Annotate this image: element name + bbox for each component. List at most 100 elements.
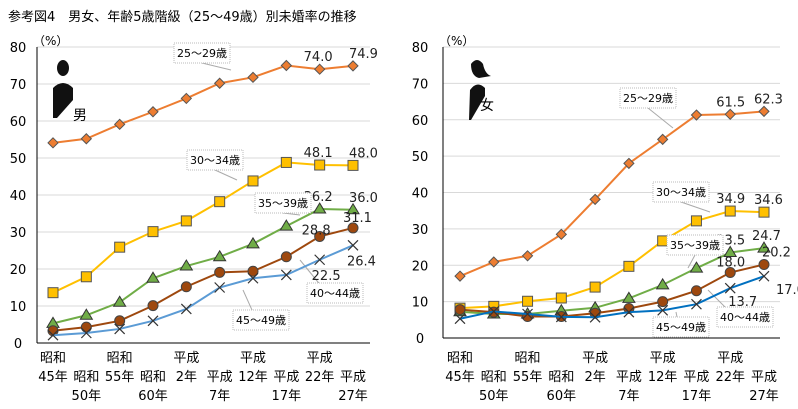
data-point: [347, 222, 359, 234]
callout-box: [173, 42, 231, 64]
data-point: [589, 193, 601, 206]
data-label: 36.0: [349, 191, 378, 206]
data-point: [147, 300, 159, 312]
data-label: 24.7: [752, 229, 781, 244]
data-point: [247, 272, 259, 284]
data-point: [80, 321, 92, 333]
x-tick-label: 平成: [616, 370, 642, 385]
series-line: [52, 226, 354, 332]
series-name-label: 30～34歳: [190, 154, 240, 167]
data-point: [758, 105, 770, 118]
data-point: [623, 306, 635, 318]
y-axis-unit: （%）: [439, 34, 474, 48]
callout-leader: [687, 254, 696, 269]
y-tick-label: 10: [412, 296, 429, 311]
data-point: [555, 228, 568, 241]
data-label: 74.9: [349, 47, 378, 62]
data-label: 48.0: [349, 146, 378, 161]
x-tick-label: 昭和: [140, 370, 166, 385]
callout-box: [254, 192, 312, 214]
y-tick-label: 20: [10, 263, 27, 278]
data-point: [79, 308, 94, 320]
data-point: [114, 241, 126, 253]
body-shape: [469, 84, 485, 120]
data-label: 31.1: [343, 211, 372, 226]
data-point: [522, 308, 533, 320]
data-point: [589, 281, 601, 293]
series-name-label: 45～49歳: [656, 321, 706, 334]
x-tick-label: 平成: [582, 351, 608, 366]
data-point: [657, 304, 669, 316]
data-point: [724, 267, 736, 279]
data-point: [147, 106, 159, 118]
series-5: 22.5 26.4 45～49歳: [47, 239, 376, 341]
data-label: 62.3: [754, 92, 783, 107]
woman-silhouette-icon: [469, 60, 491, 120]
data-point: [213, 77, 226, 89]
x-tick-label: 2年: [176, 370, 197, 385]
x-tick-label: 平成: [273, 370, 299, 385]
data-point: [690, 285, 702, 297]
data-point: [80, 327, 92, 339]
data-point: [212, 249, 227, 262]
data-point: [280, 156, 292, 168]
series-name-label: 45～49歳: [236, 314, 286, 327]
x-tick-label: 27年: [749, 389, 779, 404]
data-point: [522, 295, 534, 307]
series-name-label: 40～44歳: [720, 311, 770, 324]
data-point: [655, 277, 670, 290]
callout-leader: [647, 107, 674, 129]
y-tick-label: 20: [412, 259, 429, 274]
data-point: [622, 291, 636, 303]
x-tick-label: 12年: [238, 370, 268, 385]
callout-leader: [214, 169, 238, 181]
x-tick-label: 平成: [173, 351, 199, 366]
y-tick-label: 80: [10, 41, 27, 56]
data-point: [214, 196, 226, 208]
data-point: [723, 245, 738, 258]
x-tick-label: 27年: [338, 389, 368, 404]
series-line: [52, 208, 354, 325]
data-point: [589, 311, 601, 323]
series-line: [52, 161, 354, 294]
callout-box: [666, 234, 724, 256]
data-point: [114, 323, 126, 335]
callout-leader: [282, 212, 301, 216]
y-tick-label: 40: [412, 187, 429, 202]
y-tick-label: 60: [412, 114, 429, 129]
x-tick-label: 平成: [307, 351, 333, 366]
x-tick-label: 平成: [717, 351, 743, 366]
callout-box: [186, 149, 244, 171]
y-tick-label: 50: [10, 152, 27, 167]
data-label: 18.0: [716, 256, 745, 271]
x-tick-label: 55年: [105, 370, 135, 385]
man-silhouette-icon: [53, 60, 73, 118]
data-point: [346, 202, 360, 215]
data-point: [347, 239, 359, 251]
data-point: [47, 137, 59, 149]
series-name-label: 25～29歳: [177, 47, 227, 60]
data-point: [214, 266, 226, 278]
figure-title: 参考図4 男女、年齢5歳階級（25～49歳）別未婚率の推移: [8, 10, 357, 25]
callout-leader: [680, 201, 711, 213]
data-point: [114, 315, 126, 327]
y-tick-label: 60: [10, 115, 27, 130]
data-point: [314, 159, 326, 171]
callout-box: [306, 282, 364, 304]
callout-box: [652, 181, 710, 203]
data-label: 74.0: [304, 50, 333, 65]
series-2: 34.9 34.6 30～34歳: [454, 181, 783, 314]
data-point: [214, 282, 226, 293]
data-point: [724, 205, 736, 217]
x-tick-label: 60年: [138, 389, 168, 404]
data-point: [691, 298, 702, 310]
x-tick-label: 平成: [683, 370, 709, 385]
data-point: [80, 271, 92, 283]
data-label: 48.1: [304, 146, 333, 161]
data-label: 20.2: [762, 246, 791, 261]
data-label: 22.5: [312, 269, 341, 284]
x-tick-label: 昭和: [515, 351, 541, 366]
x-tick-label: 2年: [584, 370, 605, 385]
